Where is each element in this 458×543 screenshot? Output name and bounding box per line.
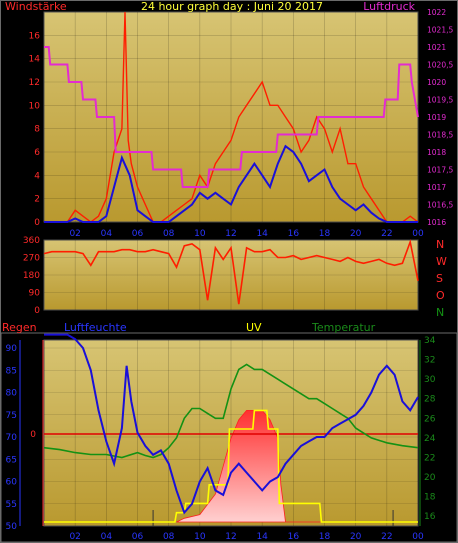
temperature-y-tick-label: 20 bbox=[424, 473, 436, 483]
x-tick-label: 12 bbox=[225, 229, 236, 239]
direction-y-tick-label: 0 bbox=[34, 306, 40, 316]
rain-axis-zero: 0 bbox=[30, 430, 36, 440]
pressure-y-tick-label: 1017 bbox=[427, 183, 446, 192]
x-tick-label: 16 bbox=[288, 229, 300, 239]
x-tick-label: 14 bbox=[256, 532, 268, 542]
direction-y-tick-label: 360 bbox=[23, 236, 40, 246]
uv-label: UV bbox=[246, 321, 262, 334]
x-tick-label: 06 bbox=[132, 229, 144, 239]
pressure-y-tick-label: 1020,5 bbox=[427, 61, 453, 70]
humidity-y-tick-label: 80 bbox=[6, 389, 18, 399]
x-tick-label: 10 bbox=[194, 532, 206, 542]
wind-direction-line bbox=[43, 238, 419, 305]
compass-label: N bbox=[436, 238, 444, 251]
temperature-y-tick-label: 22 bbox=[424, 453, 435, 463]
compass-label: W bbox=[436, 255, 447, 268]
temperature-y-tick-label: 34 bbox=[424, 336, 436, 346]
axis-tick-labels: 0202040406060808101012121414161618182020… bbox=[6, 8, 454, 542]
x-tick-label: 08 bbox=[163, 229, 175, 239]
temperature-line bbox=[43, 363, 419, 459]
temperature-y-tick-label: 16 bbox=[424, 512, 436, 522]
temperature-y-tick-label: 32 bbox=[424, 356, 435, 366]
wind-pressure-series bbox=[44, 11, 419, 223]
x-tick-label: 12 bbox=[225, 532, 236, 542]
x-tick-label: 00 bbox=[412, 229, 424, 239]
humidity-y-tick-label: 65 bbox=[6, 455, 17, 465]
x-tick-label: 06 bbox=[132, 532, 144, 542]
pressure-y-tick-label: 1018 bbox=[427, 148, 446, 157]
temperature-y-tick-label: 28 bbox=[424, 395, 436, 405]
x-tick-label: 00 bbox=[412, 532, 424, 542]
wind-axis-title: Windstärke bbox=[5, 0, 67, 13]
temperature-y-tick-label: 26 bbox=[424, 414, 436, 424]
x-tick-label: 04 bbox=[101, 229, 113, 239]
direction-y-tick-label: 90 bbox=[29, 289, 41, 299]
x-tick-label: 10 bbox=[194, 229, 206, 239]
x-tick-label: 04 bbox=[101, 532, 113, 542]
pressure-y-tick-label: 1020 bbox=[427, 78, 446, 87]
x-tick-label: 20 bbox=[350, 532, 362, 542]
direction-y-tick-label: 180 bbox=[23, 271, 40, 281]
humidity-y-tick-label: 70 bbox=[6, 433, 18, 443]
temperature-y-tick-label: 30 bbox=[424, 375, 436, 385]
temperature-y-tick-label: 24 bbox=[424, 434, 436, 444]
pressure-y-tick-label: 1018,5 bbox=[427, 131, 453, 140]
x-tick-label: 22 bbox=[381, 532, 392, 542]
pressure-y-tick-label: 1019 bbox=[427, 113, 446, 122]
pressure-line bbox=[44, 46, 419, 188]
wind-y-tick-label: 4 bbox=[34, 171, 40, 181]
wind-y-tick-label: 10 bbox=[29, 101, 41, 111]
wind-y-tick-label: 6 bbox=[34, 148, 40, 158]
humidity-y-tick-label: 55 bbox=[6, 500, 17, 510]
wind-y-tick-label: 14 bbox=[29, 55, 41, 65]
humidity-y-tick-label: 75 bbox=[6, 411, 17, 421]
wind-y-tick-label: 16 bbox=[29, 31, 41, 41]
wind-y-tick-label: 2 bbox=[34, 195, 40, 205]
humidity-y-tick-label: 85 bbox=[6, 366, 17, 376]
pressure-y-tick-label: 1021 bbox=[427, 43, 446, 52]
pressure-y-tick-label: 1017,5 bbox=[427, 166, 453, 175]
chart-title: 24 hour graph day : Juni 20 2017 bbox=[141, 0, 323, 13]
pressure-y-tick-label: 1021,5 bbox=[427, 26, 453, 35]
wind-y-tick-label: 12 bbox=[29, 78, 40, 88]
compass-label: N bbox=[436, 306, 444, 319]
x-tick-label: 02 bbox=[69, 532, 80, 542]
pressure-y-tick-label: 1016,5 bbox=[427, 201, 453, 210]
x-tick-label: 18 bbox=[319, 229, 331, 239]
x-tick-label: 16 bbox=[288, 532, 300, 542]
direction-y-tick-label: 270 bbox=[23, 254, 40, 264]
lower-frame bbox=[0, 332, 458, 543]
wind-direction-series bbox=[43, 238, 419, 305]
humidity-line bbox=[44, 333, 419, 515]
wind-y-tick-label: 0 bbox=[34, 218, 40, 228]
x-tick-label: 14 bbox=[256, 229, 268, 239]
x-tick-label: 18 bbox=[319, 532, 331, 542]
pressure-y-tick-label: 1019,5 bbox=[427, 96, 453, 105]
humidity-label: Luftfeuchte bbox=[64, 321, 127, 334]
uv-line bbox=[44, 409, 418, 523]
wind-average-line bbox=[44, 144, 418, 223]
compass-label: S bbox=[436, 272, 443, 285]
pressure-y-tick-label: 1016 bbox=[427, 218, 446, 227]
x-tick-label: 02 bbox=[69, 229, 80, 239]
humidity-y-tick-label: 50 bbox=[6, 522, 18, 532]
x-tick-label: 20 bbox=[350, 229, 362, 239]
rain-label: Regen bbox=[2, 321, 37, 334]
wind-y-tick-label: 8 bbox=[34, 125, 40, 135]
pressure-y-tick-label: 1022 bbox=[427, 8, 446, 17]
temperature-label: Temperatur bbox=[311, 321, 376, 334]
x-tick-label: 22 bbox=[381, 229, 392, 239]
temperature-y-tick-label: 18 bbox=[424, 493, 436, 503]
x-tick-label: 08 bbox=[163, 532, 175, 542]
wind-gust-line bbox=[44, 11, 419, 223]
pressure-axis-title: Luftdruck bbox=[363, 0, 415, 13]
weather-series bbox=[43, 333, 419, 526]
humidity-y-tick-label: 90 bbox=[6, 344, 18, 354]
compass-label: O bbox=[436, 289, 445, 302]
humidity-y-tick-label: 60 bbox=[6, 478, 18, 488]
